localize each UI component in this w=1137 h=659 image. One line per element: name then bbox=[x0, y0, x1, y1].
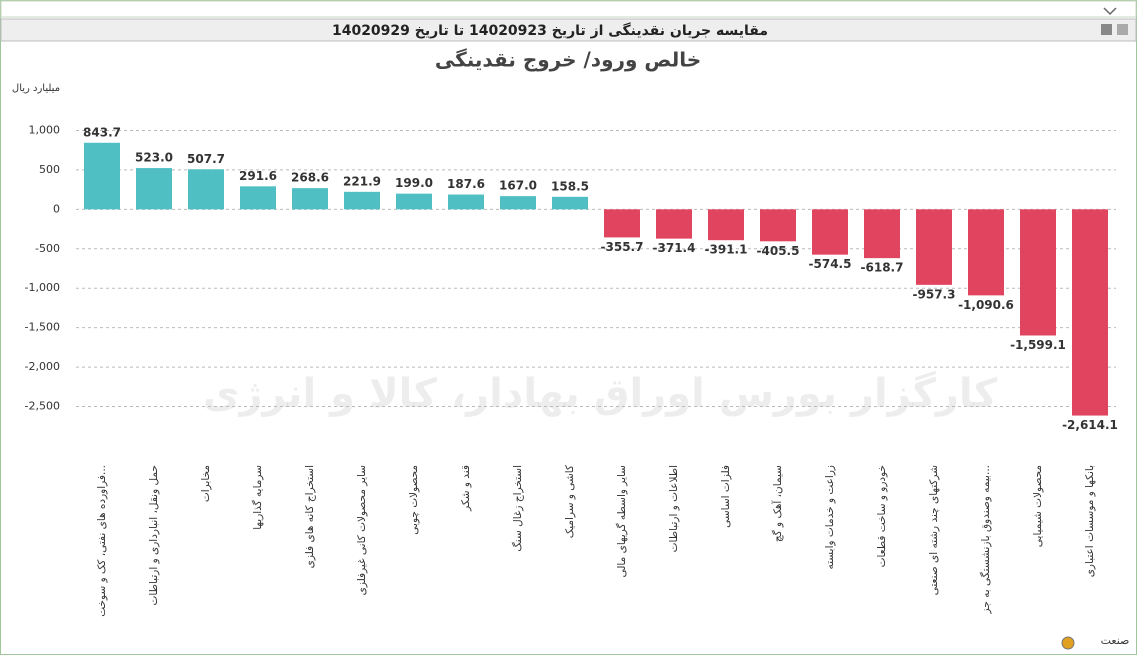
bar bbox=[500, 196, 536, 210]
x-tick-label: سایر محصولات کانی غیرفلزی bbox=[356, 465, 368, 595]
bar bbox=[448, 194, 484, 210]
value-label: -1,599.1 bbox=[1010, 338, 1066, 352]
bar bbox=[396, 193, 432, 210]
x-tick-label: کاشی و سرامیک bbox=[564, 465, 576, 538]
y-tick-label: 1,000 bbox=[29, 123, 61, 136]
bar bbox=[1020, 209, 1056, 336]
y-tick-label: -1,000 bbox=[25, 281, 60, 294]
value-label: 221.9 bbox=[343, 174, 381, 188]
bar bbox=[812, 209, 848, 255]
x-axis-label: صنعت bbox=[1101, 634, 1130, 647]
x-tick-label: سیمان، آهک و گچ bbox=[771, 465, 784, 542]
x-tick-label: خودرو و ساخت قطعات bbox=[876, 465, 888, 567]
x-tick-label: محصولات شیمیایی bbox=[1032, 465, 1044, 547]
bar bbox=[708, 209, 744, 241]
x-tick-label: استخراج زغال سنگ bbox=[511, 465, 524, 552]
x-tick-label: اطلاعات و ارتباطات bbox=[668, 465, 680, 552]
value-label: 843.7 bbox=[83, 125, 121, 139]
x-tick-label: استخراج کانه های فلزی bbox=[304, 465, 316, 568]
header-bar bbox=[0, 18, 1137, 42]
bar bbox=[552, 196, 588, 210]
x-tick-label: محصولات چوبی bbox=[408, 465, 420, 535]
value-label: 291.6 bbox=[239, 169, 277, 183]
value-label: 523.0 bbox=[135, 151, 173, 165]
value-label: 199.0 bbox=[395, 176, 433, 190]
y-tick-label: -2,500 bbox=[25, 400, 60, 413]
x-tick-label: بیمه وصندوق بازنشستگی به جز... bbox=[979, 465, 992, 614]
value-label: -1,090.6 bbox=[958, 298, 1014, 312]
top-strip bbox=[0, 0, 1137, 18]
x-tick-label: قند و شکر bbox=[460, 465, 472, 512]
x-tick-label: فراورده های نفتی، کک و سوخت... bbox=[96, 465, 108, 617]
value-label: -371.4 bbox=[653, 241, 696, 255]
value-label: 187.6 bbox=[447, 177, 485, 191]
bar bbox=[760, 209, 796, 242]
y-tick-label: 0 bbox=[53, 202, 60, 215]
value-label: -391.1 bbox=[705, 243, 748, 257]
value-label: -957.3 bbox=[913, 287, 956, 301]
value-label: 158.5 bbox=[551, 179, 589, 193]
chart-title: خالص ورود/ خروج نقدینگی bbox=[435, 48, 701, 72]
value-label: -355.7 bbox=[601, 240, 644, 254]
bar bbox=[864, 209, 900, 259]
bar bbox=[84, 142, 120, 210]
y-tick-label: 500 bbox=[39, 163, 60, 176]
settings-icon[interactable] bbox=[1061, 636, 1075, 650]
x-tick-label: بانکها و موسسات اعتباری bbox=[1084, 465, 1096, 577]
value-label: 167.0 bbox=[499, 179, 537, 193]
header-title: مقایسه جریان نقدینگی از تاریخ 14020923 ت… bbox=[332, 22, 768, 39]
value-label: -574.5 bbox=[809, 257, 852, 271]
x-tick-label: زراعت و خدمات وابسته bbox=[824, 465, 836, 570]
bar bbox=[656, 209, 692, 239]
bar bbox=[136, 168, 172, 210]
export-icon[interactable] bbox=[1117, 24, 1128, 35]
value-label: 268.6 bbox=[291, 171, 329, 185]
x-tick-label: سایر واسطه گریهای مالی bbox=[615, 465, 628, 578]
x-tick-label: سرمایه گذاریها bbox=[251, 465, 264, 530]
bar bbox=[604, 209, 640, 238]
x-tick-label: فلزات اساسی bbox=[720, 465, 732, 528]
print-icon[interactable] bbox=[1101, 24, 1112, 35]
y-tick-label: -2,000 bbox=[25, 360, 60, 373]
bar bbox=[1072, 209, 1108, 416]
value-label: 507.7 bbox=[187, 152, 225, 166]
collapse-icon[interactable] bbox=[1103, 7, 1117, 16]
x-tick-label: مخابرات bbox=[200, 465, 212, 502]
value-label: -405.5 bbox=[757, 244, 800, 258]
value-label: -618.7 bbox=[861, 261, 904, 275]
bar bbox=[240, 186, 276, 210]
bar bbox=[188, 169, 224, 210]
value-label: -2,614.1 bbox=[1062, 418, 1118, 432]
bar bbox=[344, 191, 380, 210]
y-tick-label: -500 bbox=[35, 242, 60, 255]
watermark: کارگزار بورس اوراق بهادار، کالا و انرژی bbox=[203, 370, 998, 417]
y-axis-label: میلیارد ریال bbox=[12, 83, 60, 94]
x-tick-label: شرکتهای چند رشته ای صنعتی bbox=[928, 465, 940, 595]
bar bbox=[916, 209, 952, 285]
bar bbox=[968, 209, 1004, 296]
y-tick-label: -1,500 bbox=[25, 321, 60, 334]
x-tick-label: حمل ونقل، انبارداری و ارتباطات bbox=[148, 465, 160, 605]
bar bbox=[292, 188, 328, 210]
